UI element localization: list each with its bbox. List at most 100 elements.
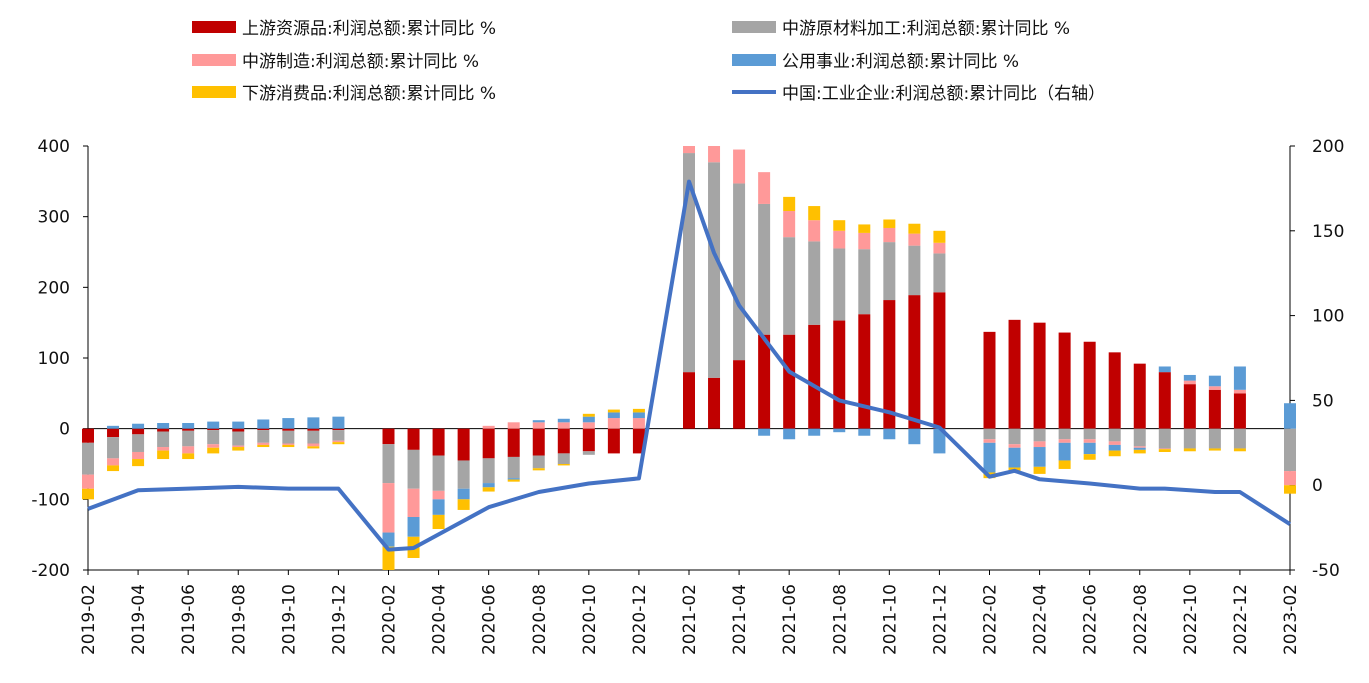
- bar-segment: [858, 249, 871, 315]
- bar-segment: [1108, 352, 1121, 429]
- bar-segment: [1108, 441, 1121, 445]
- left-tick-label: 0: [59, 420, 70, 440]
- bar-segment: [1108, 450, 1121, 457]
- bar-segment: [282, 443, 295, 445]
- bar-segment: [1158, 449, 1171, 452]
- bar-segment: [858, 428, 871, 436]
- bar-segment: [307, 430, 320, 444]
- bar-segment: [507, 478, 520, 480]
- bar-segment: [432, 514, 445, 530]
- x-tick-label: 2022-08: [1131, 584, 1151, 655]
- bar-segment: [532, 422, 545, 429]
- bar-segment: [182, 453, 195, 460]
- bar-segment: [107, 425, 120, 429]
- bar-segment: [382, 483, 395, 533]
- bar-segment: [307, 428, 320, 431]
- right-tick-label: 100: [1312, 307, 1344, 327]
- bar-segment: [282, 428, 295, 431]
- bar-segment: [1133, 447, 1146, 450]
- bar-segment: [783, 196, 796, 212]
- bar-segment: [1183, 374, 1196, 381]
- bar-segment: [933, 428, 946, 454]
- bar-segment: [1083, 439, 1096, 443]
- legend-item: 中游制造:利润总额:累计同比 %: [192, 47, 479, 72]
- bar-segment: [107, 428, 120, 438]
- bar-segment: [457, 499, 470, 510]
- bar-segment: [1233, 389, 1246, 394]
- bar-segment: [833, 320, 846, 429]
- bar-segment: [833, 230, 846, 249]
- x-tick-label: 2021-04: [730, 584, 750, 655]
- bar-segment: [1133, 446, 1146, 448]
- bar-segment: [257, 419, 270, 429]
- bar-segment: [683, 146, 695, 154]
- x-tick-label: 2020-06: [480, 584, 500, 655]
- bar-segment: [107, 465, 120, 472]
- bar-segment: [582, 451, 595, 455]
- bar-segment: [132, 451, 145, 460]
- bar-segment: [607, 428, 620, 454]
- bar-segment: [407, 449, 420, 489]
- bar-segment: [783, 211, 796, 238]
- legend-label: 上游资源品:利润总额:累计同比 %: [242, 19, 497, 39]
- bar-segment: [833, 220, 846, 231]
- bar-segment: [132, 428, 145, 435]
- bar-segment: [1233, 366, 1246, 390]
- bar-segment: [1008, 319, 1021, 429]
- bar-segment: [1158, 448, 1171, 450]
- legend-swatch: [732, 89, 776, 94]
- bar-segment: [107, 458, 120, 466]
- bar-segment: [933, 292, 946, 429]
- bar-segment: [1233, 393, 1246, 429]
- bar-segment: [1233, 428, 1246, 449]
- bar-segment: [257, 430, 270, 443]
- bar-segment: [632, 412, 645, 419]
- bar-segment: [157, 450, 170, 460]
- bar-segment: [532, 455, 545, 469]
- bar-segment: [332, 416, 345, 429]
- bar-segment: [1208, 389, 1221, 429]
- bar-segment: [1033, 466, 1046, 474]
- bar-segment: [1008, 444, 1021, 448]
- bar-segment: [332, 428, 345, 431]
- x-tick-label: 2020-04: [430, 584, 450, 655]
- bar-segment: [207, 444, 220, 448]
- bar-segment: [1033, 447, 1046, 467]
- x-tick-label: 2019-04: [129, 584, 149, 655]
- bar-segment: [532, 420, 545, 423]
- bar-segment: [482, 483, 495, 488]
- bar-segment: [883, 428, 896, 440]
- bar-segment: [482, 428, 495, 459]
- bar-segment: [232, 428, 245, 432]
- bar-segment: [132, 434, 145, 452]
- bar-segment: [1033, 441, 1046, 448]
- bar-segment: [1033, 428, 1046, 442]
- bar-segment: [507, 422, 520, 429]
- bar-segment: [1208, 386, 1221, 390]
- bar-segment: [307, 443, 320, 447]
- bar-segment: [82, 488, 94, 500]
- x-tick-label: 2019-10: [279, 584, 299, 655]
- bar-segment: [182, 428, 195, 431]
- bar-segment: [1008, 447, 1021, 468]
- bar-segment: [382, 546, 395, 570]
- bar-segment: [908, 233, 921, 246]
- bar-segment: [1058, 332, 1071, 429]
- bar-segment: [783, 428, 796, 440]
- x-tick-label: 2021-10: [880, 584, 900, 655]
- bar-segment: [582, 428, 595, 452]
- bar-segment: [1058, 442, 1071, 461]
- bar-segment: [808, 241, 821, 325]
- bar-segment: [457, 428, 470, 461]
- bar-segment: [908, 295, 921, 429]
- bar-segment: [708, 377, 721, 429]
- bar-segment: [532, 468, 545, 471]
- bar-segment: [257, 442, 270, 445]
- bar-segment: [1284, 403, 1296, 429]
- x-tick-label: 2021-08: [830, 584, 850, 655]
- bar-segment: [507, 456, 520, 479]
- bar-segment: [1108, 444, 1121, 451]
- bar-segment: [1133, 428, 1146, 447]
- bar-segment: [883, 227, 896, 243]
- bar-segment: [1233, 448, 1246, 452]
